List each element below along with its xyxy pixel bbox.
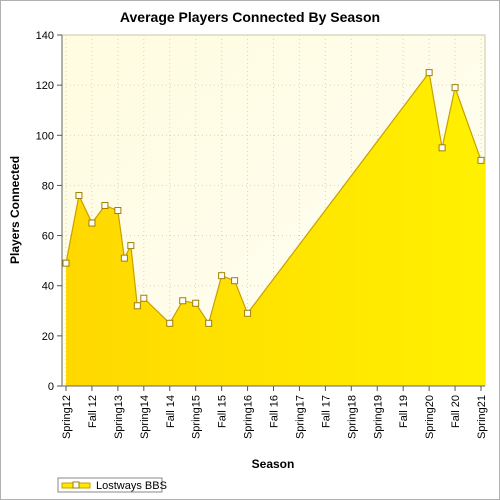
data-point [451,84,459,92]
x-tick-label: Fall 16 [269,395,281,428]
data-point [231,277,239,285]
y-axis-label: Players Connected [8,156,22,264]
y-tick-label: 60 [42,231,54,243]
x-tick-label: Fall 17 [320,395,332,428]
data-point [192,299,200,307]
y-tick-label: 80 [42,180,54,192]
x-tick-label: Spring21 [476,395,488,439]
data-point [88,219,96,227]
marker-layer [62,69,485,327]
data-point [75,191,83,199]
series-area-lostways-bbs [66,72,485,386]
y-tick-label: 120 [36,80,54,92]
data-point [114,207,122,214]
data-point [477,156,485,164]
data-point [179,297,187,305]
data-point [101,201,109,209]
y-tick-label: 100 [36,130,54,142]
x-tick-label: Spring16 [243,395,255,439]
x-tick-label: Spring20 [424,395,436,439]
x-tick-label: Fall 15 [217,395,229,428]
data-point [120,254,128,262]
x-axis: Spring12 Fall 12 Spring13 Spring14 Fall 14 Sp… [61,385,488,439]
data-point [127,242,135,250]
x-tick-label: Fall 12 [87,395,99,428]
data-point [438,144,446,152]
y-tick-label: 20 [42,331,54,343]
y-axis: 0 20 40 60 80 100 120 140 [36,30,63,393]
data-point [205,319,213,327]
data-point [140,294,148,302]
x-tick-label: Spring19 [372,395,384,439]
x-tick-label: Spring12 [61,395,73,439]
legend-label: Lostways BBS [96,480,167,492]
x-tick-label: Fall 14 [165,395,177,428]
data-point [244,309,252,317]
legend: Lostways BBS [57,477,167,493]
y-tick-label: 40 [42,281,54,293]
legend-marker [72,481,80,489]
y-tick-label: 140 [36,30,54,42]
x-tick-label: Spring15 [191,395,203,439]
y-tick-label: 0 [48,381,54,393]
chart-title: Average Players Connected By Season [120,9,380,25]
x-tick-label: Spring17 [294,395,306,439]
x-tick-label: Spring13 [113,395,125,439]
x-tick-label: Fall 19 [398,395,410,428]
x-axis-label: Season [252,457,295,471]
data-point [166,319,174,327]
data-point [425,69,433,77]
data-point [62,259,70,267]
x-tick-label: Spring18 [346,395,358,439]
data-point [218,272,226,280]
x-tick-label: Spring14 [139,395,151,439]
data-point [133,302,141,310]
x-tick-label: Fall 20 [450,395,462,428]
